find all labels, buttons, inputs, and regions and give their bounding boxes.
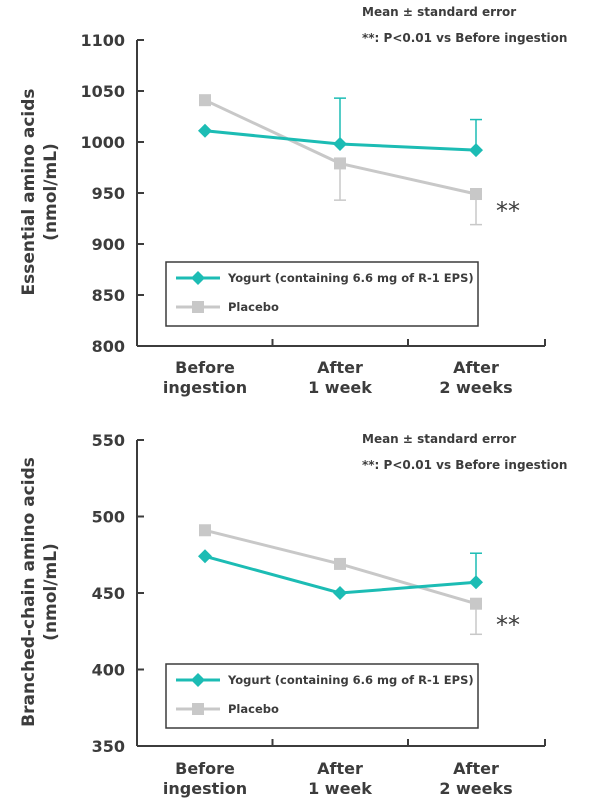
y-axis-label-line: (nmol/mL)	[41, 143, 61, 241]
significance-marker: **	[496, 611, 520, 639]
x-tick-label-line: 2 weeks	[439, 779, 512, 798]
legend: Yogurt (containing 6.6 mg of R-1 EPS) Pla…	[165, 663, 479, 729]
data-point-diamond	[198, 549, 212, 564]
data-point-diamond	[469, 575, 483, 590]
x-tick-label-line: After	[453, 759, 499, 778]
data-point-square	[334, 557, 346, 570]
y-axis-label-line: Branched-chain amino acids	[19, 457, 39, 727]
x-tick-label: After 1 week	[308, 358, 372, 397]
y-tick-label: 1050	[80, 82, 125, 101]
significance-marker: **	[496, 197, 520, 225]
legend-marker-placebo	[192, 301, 204, 313]
series-placebo	[199, 94, 482, 226]
data-point-square	[334, 157, 346, 170]
x-tick-label: After 1 week	[308, 759, 372, 798]
series-yogurt	[198, 97, 483, 158]
data-point-diamond	[333, 137, 347, 152]
y-tick-label: 900	[92, 235, 125, 254]
legend-marker-yogurt	[191, 673, 205, 687]
x-tick-label-line: Before	[175, 358, 235, 377]
data-point-diamond	[198, 123, 212, 138]
data-point-square	[470, 188, 482, 201]
y-tick-label: 450	[92, 584, 125, 603]
x-tick-label-line: After	[317, 759, 363, 778]
data-point-diamond	[333, 586, 347, 600]
x-tick-label-line: 1 week	[308, 378, 372, 397]
y-tick-label: 350	[92, 737, 125, 756]
legend-box	[165, 663, 479, 729]
x-tick-label-line: ingestion	[163, 378, 247, 397]
legend-label-placebo: Placebo	[228, 300, 279, 314]
y-axis-label-line: Essential amino acids	[19, 88, 39, 295]
data-point-square	[199, 94, 211, 107]
y-tick-label: 950	[92, 184, 125, 203]
legend-label-yogurt: Yogurt (containing 6.6 mg of R-1 EPS)	[227, 271, 474, 285]
y-axis-label: Essential amino acids (nmol/mL)	[19, 88, 61, 295]
x-tick-label: After 2 weeks	[439, 358, 512, 397]
legend-box	[165, 261, 479, 327]
legend-marker-yogurt	[191, 271, 205, 285]
data-point-diamond	[469, 143, 483, 158]
stat-note: Mean ± standard error	[362, 5, 516, 19]
y-axis-label: Branched-chain amino acids (nmol/mL)	[19, 457, 61, 727]
y-tick-label: 500	[92, 508, 125, 527]
x-tick-label: Before ingestion	[163, 358, 247, 397]
x-tick-label: Before ingestion	[163, 759, 247, 798]
x-tick-label-line: ingestion	[163, 779, 247, 798]
legend: Yogurt (containing 6.6 mg of R-1 EPS) Pla…	[165, 261, 479, 327]
stat-note: Mean ± standard error	[362, 432, 516, 446]
x-tick-label: After 2 weeks	[439, 759, 512, 798]
x-tick-label-line: 2 weeks	[439, 378, 512, 397]
y-tick-label: 850	[92, 286, 125, 305]
y-axis-label-line: (nmol/mL)	[41, 543, 61, 641]
y-tick-label: 1100	[80, 31, 125, 50]
chart-1: 800 850 900 950 1000 1050 1100 Before ingestion A…	[19, 5, 567, 397]
legend-label-yogurt: Yogurt (containing 6.6 mg of R-1 EPS)	[227, 673, 474, 687]
legend-label-placebo: Placebo	[228, 702, 279, 716]
legend-marker-placebo	[192, 703, 204, 715]
data-point-square	[470, 597, 482, 610]
y-tick-label: 800	[92, 337, 125, 356]
significance-note: **: P<0.01 vs Before ingestion	[362, 31, 567, 45]
x-tick-label-line: 1 week	[308, 779, 372, 798]
y-tick-label: 550	[92, 431, 125, 450]
y-tick-label: 1000	[80, 133, 125, 152]
significance-note: **: P<0.01 vs Before ingestion	[362, 458, 567, 472]
x-tick-label-line: After	[453, 358, 499, 377]
data-point-square	[199, 524, 211, 537]
x-tick-label-line: After	[317, 358, 363, 377]
series-yogurt	[198, 549, 483, 600]
series-placebo	[199, 524, 482, 636]
x-tick-label-line: Before	[175, 759, 235, 778]
y-tick-label: 400	[92, 661, 125, 680]
